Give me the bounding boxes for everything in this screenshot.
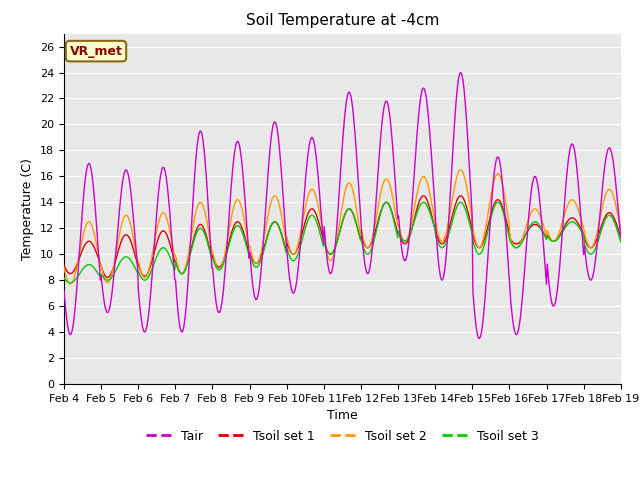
Text: VR_met: VR_met	[70, 45, 122, 58]
X-axis label: Time: Time	[327, 409, 358, 422]
Title: Soil Temperature at -4cm: Soil Temperature at -4cm	[246, 13, 439, 28]
Legend: Tair, Tsoil set 1, Tsoil set 2, Tsoil set 3: Tair, Tsoil set 1, Tsoil set 2, Tsoil se…	[141, 425, 543, 448]
Y-axis label: Temperature (C): Temperature (C)	[22, 158, 35, 260]
